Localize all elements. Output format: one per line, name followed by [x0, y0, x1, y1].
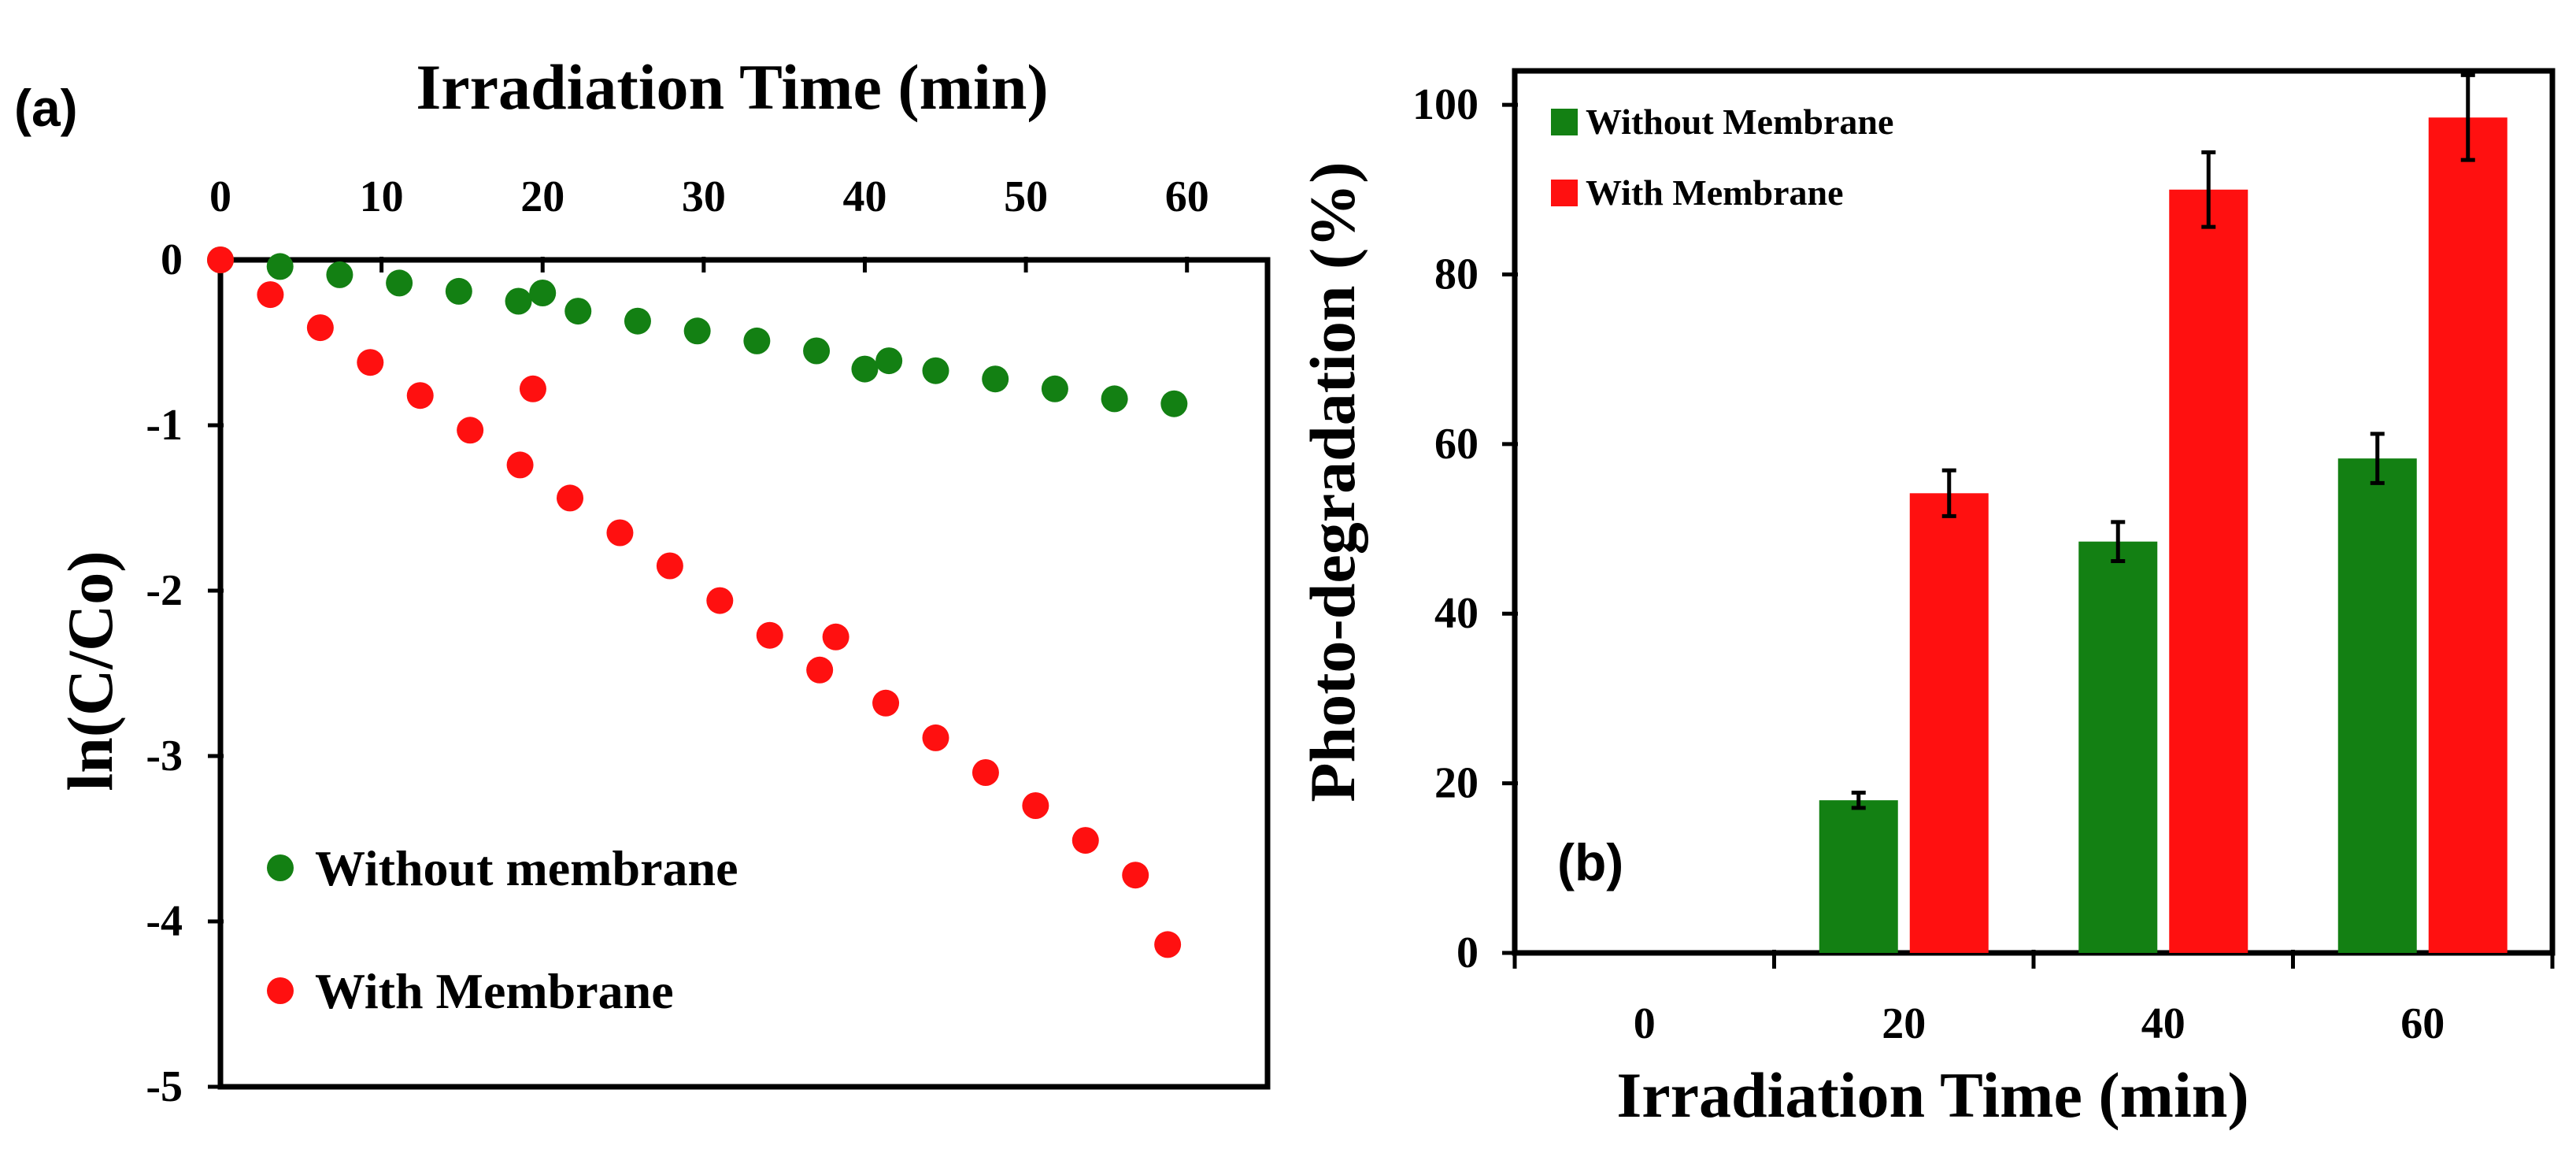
- legend-b-without-membrane-label: Without Membrane: [1586, 102, 1893, 142]
- data-point-with-membrane: [1122, 862, 1149, 889]
- panel-b-label: (b): [1557, 833, 1623, 891]
- data-point-without-membrane: [922, 357, 949, 384]
- data-point-without-membrane: [529, 280, 557, 306]
- panel-b-x-ticks: 0 20 40 60: [1512, 950, 2555, 1048]
- x-tick-label: 0: [209, 172, 231, 221]
- data-point-with-membrane: [822, 623, 849, 650]
- data-point-without-membrane: [851, 355, 879, 383]
- legend-without-membrane-swatch: [1551, 109, 1578, 135]
- data-point-with-membrane: [1022, 792, 1049, 819]
- y-tick-label: 80: [1434, 250, 1479, 298]
- panel-b-y-ticks: 0 20 40 60 80 100: [1412, 80, 1518, 977]
- bar-without-membrane: [2078, 541, 2158, 953]
- panel-a-title: Irradiation Time (min): [416, 51, 1048, 123]
- bar-with-membrane: [2169, 189, 2248, 953]
- data-point-with-membrane: [406, 382, 434, 410]
- panel-b-legend: Without Membrane With Membrane: [1551, 102, 1893, 213]
- data-point-with-membrane: [922, 724, 949, 751]
- panel-b-bars: [1819, 72, 2508, 954]
- y-tick-label: 40: [1434, 589, 1479, 638]
- panel-b-x-axis-label: Irradiation Time (min): [1616, 1059, 2248, 1131]
- legend-with-membrane-swatch: [1551, 180, 1578, 206]
- x-tick-label: 40: [2141, 999, 2186, 1048]
- legend-with-membrane-label: With Membrane: [315, 963, 674, 1019]
- x-tick-label: 20: [520, 172, 564, 221]
- x-tick-label: 20: [1882, 999, 1926, 1048]
- data-point-without-membrane: [1160, 390, 1188, 417]
- legend-without-membrane-label: Without membrane: [315, 840, 738, 896]
- data-point-with-membrane: [706, 587, 734, 614]
- y-tick-label: -4: [146, 897, 183, 946]
- data-point-with-membrane: [457, 417, 484, 444]
- data-point-with-membrane: [257, 281, 284, 309]
- data-point-without-membrane: [505, 287, 532, 315]
- data-point-without-membrane: [803, 337, 831, 365]
- x-tick-label: 60: [1165, 172, 1209, 221]
- x-tick-label: 40: [842, 172, 886, 221]
- data-point-with-membrane: [756, 621, 783, 649]
- panel-a-y-ticks: 0 -1 -2 -3 -4 -5: [146, 235, 224, 1111]
- y-tick-label: 0: [1456, 928, 1479, 977]
- y-tick-label: -5: [146, 1062, 183, 1111]
- legend-without-membrane-marker: [267, 854, 294, 881]
- data-point-with-membrane: [557, 484, 584, 512]
- data-point-without-membrane: [743, 327, 771, 354]
- panel-b-bar-chart: Photo-degradation (%) Irradiation Time (…: [1297, 68, 2556, 1131]
- y-tick-label: -3: [146, 732, 183, 780]
- y-tick-label: 0: [161, 235, 183, 284]
- data-point-with-membrane: [207, 246, 234, 273]
- data-point-with-membrane: [606, 519, 634, 547]
- panel-b-y-axis-label: Photo-degradation (%): [1297, 161, 1368, 802]
- data-point-with-membrane: [806, 656, 834, 684]
- data-point-with-membrane: [1154, 931, 1182, 958]
- data-point-with-membrane: [656, 552, 683, 580]
- legend-b-with-membrane-label: With Membrane: [1586, 172, 1844, 213]
- data-point-without-membrane: [386, 269, 413, 297]
- data-point-without-membrane: [875, 347, 903, 375]
- panel-a-scatter-chart: (a) Irradiation Time (min) ln(C/Co) 0 10 2…: [14, 51, 1271, 1111]
- data-point-without-membrane: [624, 307, 651, 335]
- data-point-without-membrane: [1041, 375, 1068, 402]
- data-point-with-membrane: [357, 349, 384, 376]
- data-point-with-membrane: [972, 759, 999, 786]
- panel-a-x-ticks: 0 10 20 30 40 50 60: [209, 172, 1209, 272]
- data-point-with-membrane: [1071, 827, 1099, 854]
- data-point-without-membrane: [266, 253, 294, 280]
- data-point-without-membrane: [445, 277, 472, 305]
- bar-without-membrane: [2337, 458, 2417, 953]
- legend-with-membrane-marker: [267, 977, 294, 1004]
- bar-with-membrane: [1909, 493, 1989, 953]
- data-point-with-membrane: [306, 314, 334, 342]
- data-point-without-membrane: [564, 298, 592, 325]
- y-tick-label: -2: [146, 566, 183, 615]
- x-tick-label: 60: [2400, 999, 2445, 1048]
- y-tick-label: -1: [146, 401, 183, 450]
- x-tick-label: 50: [1004, 172, 1048, 221]
- data-point-with-membrane: [872, 689, 900, 717]
- data-point-without-membrane: [326, 261, 353, 288]
- x-tick-label: 0: [1634, 999, 1656, 1048]
- x-tick-label: 10: [360, 172, 404, 221]
- y-tick-label: 20: [1434, 759, 1479, 808]
- panel-a-plot-frame: [217, 257, 1271, 1090]
- panel-a-label: (a): [14, 79, 78, 137]
- data-point-without-membrane: [683, 317, 711, 345]
- y-tick-label: 100: [1412, 80, 1479, 129]
- data-point-with-membrane: [506, 451, 534, 479]
- x-tick-label: 30: [682, 172, 726, 221]
- bar-with-membrane: [2428, 117, 2508, 954]
- data-point-without-membrane: [982, 365, 1009, 393]
- panel-a-legend: Without membrane With Membrane: [267, 840, 738, 1019]
- data-point-without-membrane: [1101, 385, 1128, 413]
- panel-a-y-axis-label: ln(C/Co): [54, 550, 126, 791]
- panel-a-data-points: [207, 246, 1188, 958]
- data-point-with-membrane: [519, 375, 546, 402]
- y-tick-label: 60: [1434, 420, 1479, 469]
- bar-without-membrane: [1819, 800, 1898, 953]
